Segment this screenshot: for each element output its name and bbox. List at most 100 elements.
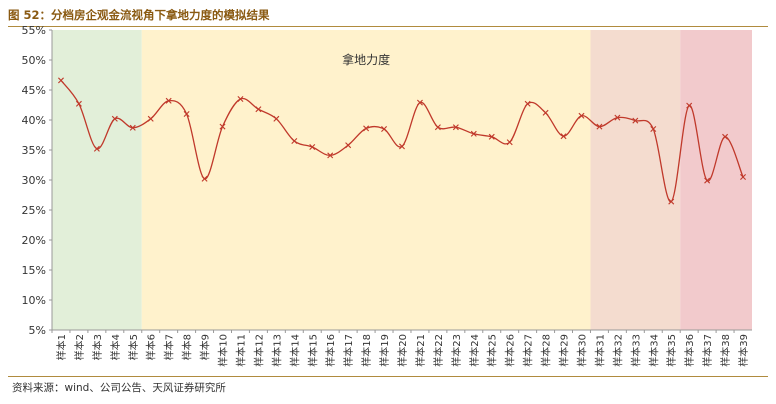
data-point xyxy=(668,198,675,205)
data-point xyxy=(560,133,567,140)
data-point-stroke xyxy=(183,111,190,117)
data-point-stroke xyxy=(542,109,549,116)
data-point xyxy=(111,115,118,122)
data-point xyxy=(93,145,100,152)
data-point xyxy=(596,123,603,130)
data-point xyxy=(363,125,370,132)
x-tick-label: 样本28 xyxy=(540,334,553,367)
data-point xyxy=(291,138,298,144)
x-tick-label: 样本2 xyxy=(73,334,86,360)
data-point-stroke xyxy=(596,123,603,130)
data-point-stroke xyxy=(219,123,226,130)
data-point-stroke xyxy=(416,99,423,106)
data-point xyxy=(57,77,64,84)
x-tick-label: 样本13 xyxy=(270,334,283,367)
data-point xyxy=(704,177,711,184)
x-tick-label: 样本37 xyxy=(701,334,714,367)
data-point-stroke xyxy=(399,143,405,150)
data-point-stroke xyxy=(237,96,244,102)
x-tick-label: 样本38 xyxy=(719,334,732,367)
region-4 xyxy=(680,30,752,330)
data-point-stroke xyxy=(740,174,747,180)
x-tick-label: 样本9 xyxy=(199,334,212,360)
y-tick-label: 10% xyxy=(22,294,46,307)
data-point-stroke xyxy=(93,145,100,152)
data-point-stroke xyxy=(309,144,316,150)
y-tick-label: 5% xyxy=(29,324,46,337)
data-point xyxy=(542,109,549,116)
data-point-stroke xyxy=(255,106,262,113)
data-point-stroke xyxy=(291,138,298,144)
data-point xyxy=(345,142,352,149)
x-tick-label: 样本6 xyxy=(145,334,158,360)
y-tick-label: 25% xyxy=(22,204,46,217)
x-tick-label: 样本11 xyxy=(234,334,247,367)
region-1 xyxy=(52,30,142,330)
data-point-stroke xyxy=(560,133,567,140)
source-note: 资料来源：wind、公司公告、天风证券研究所 xyxy=(12,382,226,394)
data-point-stroke xyxy=(650,126,657,132)
y-tick-label: 30% xyxy=(22,174,46,187)
data-point-stroke xyxy=(470,130,477,137)
data-point-stroke xyxy=(632,117,639,124)
data-point-stroke xyxy=(668,198,675,205)
data-point-stroke xyxy=(111,115,118,122)
x-tick-label: 样本15 xyxy=(306,334,319,367)
data-point xyxy=(632,117,639,124)
data-point-stroke xyxy=(57,77,64,84)
data-point xyxy=(129,124,136,131)
data-point xyxy=(578,112,585,119)
data-point-stroke xyxy=(524,100,531,107)
x-tick-label: 样本33 xyxy=(629,334,642,367)
data-point-stroke xyxy=(434,124,441,131)
x-tick-label: 样本32 xyxy=(611,334,624,367)
x-tick-label: 样本3 xyxy=(91,334,104,360)
data-point xyxy=(722,133,729,140)
y-tick-label: 50% xyxy=(22,54,46,67)
data-point xyxy=(183,111,190,117)
data-point xyxy=(614,114,621,121)
data-point xyxy=(650,126,657,132)
data-point xyxy=(434,124,441,131)
data-point xyxy=(309,144,316,150)
data-point xyxy=(452,124,459,131)
series-line xyxy=(60,79,744,203)
x-tick-label: 样本31 xyxy=(593,334,606,367)
data-point-stroke xyxy=(327,152,334,159)
data-point xyxy=(686,102,693,109)
data-point-stroke xyxy=(704,177,711,184)
x-tick-label: 样本14 xyxy=(288,334,301,367)
x-tick-label: 样本1 xyxy=(55,334,68,360)
chart-title: 图 52：分档房企观金流视角下拿地力度的模拟结果 xyxy=(8,8,270,22)
x-tick-label: 样本26 xyxy=(504,334,517,367)
region-3 xyxy=(590,30,681,330)
y-tick-label: 20% xyxy=(22,234,46,247)
x-tick-label: 样本10 xyxy=(217,334,230,367)
x-tick-label: 样本16 xyxy=(324,334,337,367)
y-tick-label: 35% xyxy=(22,144,46,157)
data-point-stroke xyxy=(345,142,352,149)
x-tick-label: 样本34 xyxy=(647,334,660,367)
data-point xyxy=(470,130,477,137)
x-tick-label: 样本35 xyxy=(665,334,678,367)
x-tick-label: 样本24 xyxy=(468,334,481,367)
data-point-stroke xyxy=(686,102,693,109)
footer-divider xyxy=(8,376,768,377)
x-tick-label: 样本23 xyxy=(450,334,463,367)
y-tick-label: 45% xyxy=(22,84,46,97)
x-tick-label: 样本29 xyxy=(558,334,571,367)
x-tick-label: 样本8 xyxy=(181,334,194,360)
data-point xyxy=(219,123,226,130)
x-tick-label: 样本22 xyxy=(432,334,445,367)
x-tick-label: 样本27 xyxy=(522,334,535,367)
data-point xyxy=(381,126,388,132)
x-tick-label: 样本18 xyxy=(360,334,373,367)
data-point xyxy=(399,143,405,150)
data-point-stroke xyxy=(452,124,459,131)
data-point-stroke xyxy=(147,115,154,122)
x-tick-label: 样本17 xyxy=(342,334,355,367)
x-tick-label: 样本20 xyxy=(396,334,409,367)
data-point-stroke xyxy=(381,126,388,132)
x-tick-label: 样本21 xyxy=(414,334,427,367)
data-point xyxy=(506,139,513,146)
